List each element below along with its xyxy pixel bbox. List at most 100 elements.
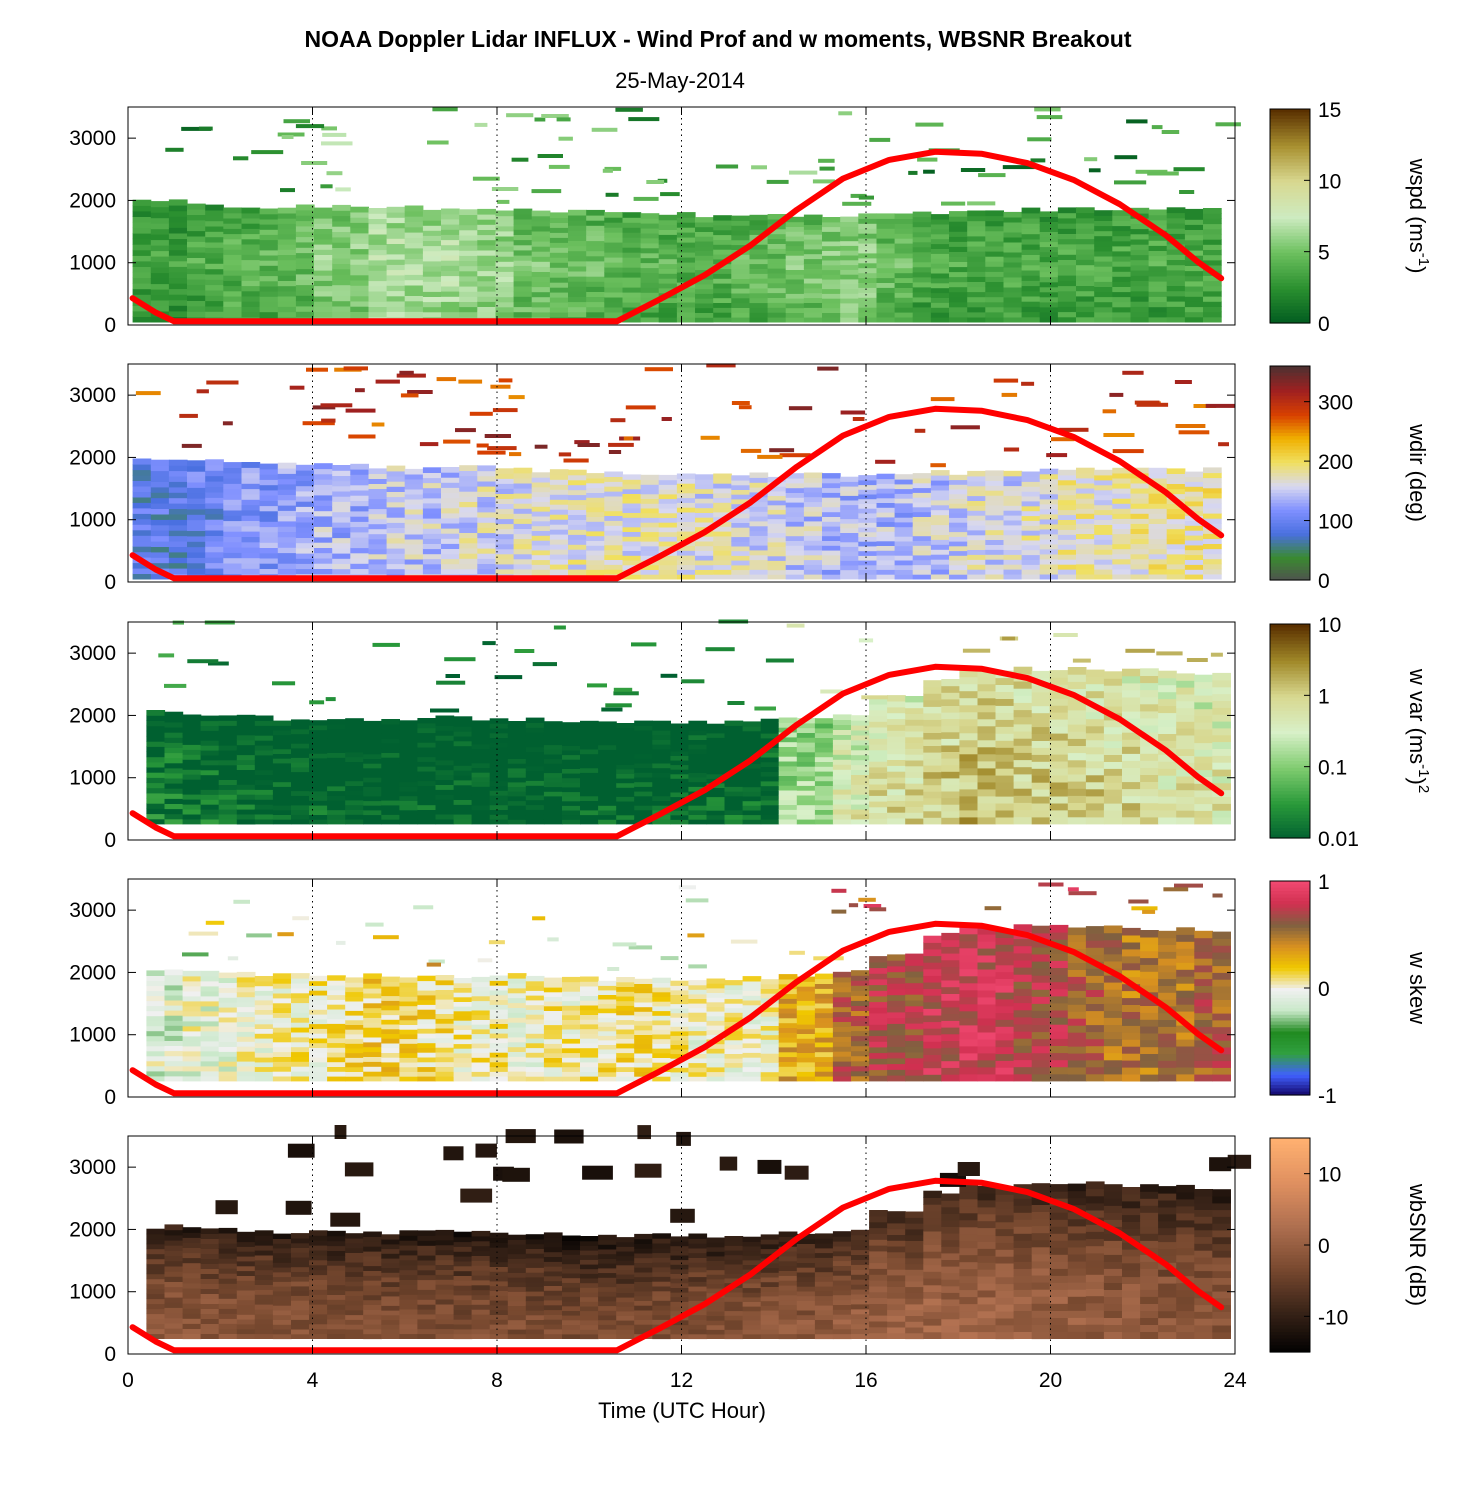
heatmap-cell	[760, 780, 780, 787]
heatmap-cell	[309, 1076, 328, 1082]
heatmap-cell	[695, 517, 714, 523]
heatmap-cell	[236, 1006, 256, 1013]
heatmap-cell	[132, 458, 152, 465]
heatmap-cell	[1085, 683, 1105, 692]
heatmap-cell	[363, 978, 382, 984]
heatmap-cell	[1021, 539, 1041, 546]
heatmap-cell	[604, 559, 623, 565]
heatmap-cell	[1130, 558, 1150, 565]
scatter-return	[302, 421, 335, 426]
heatmap-cell	[477, 547, 496, 554]
heatmap-cell	[1103, 740, 1123, 749]
heatmap-cell	[543, 814, 563, 820]
heatmap-cell	[767, 555, 787, 561]
heatmap-cell	[676, 237, 696, 243]
heatmap-cell	[1148, 533, 1168, 540]
heatmap-cell	[363, 800, 382, 806]
heatmap-cell	[1203, 497, 1222, 504]
scatter-return	[348, 434, 376, 439]
heatmap-cell	[386, 285, 406, 292]
heatmap-cell	[200, 750, 220, 756]
heatmap-cell	[977, 816, 997, 825]
heatmap-cell	[803, 511, 823, 517]
heatmap-cell	[580, 767, 599, 773]
scatter-return	[491, 187, 519, 191]
heatmap-cell	[223, 207, 242, 214]
heatmap-cell	[724, 720, 744, 726]
scatter-return	[272, 681, 296, 686]
heatmap-cell	[1085, 788, 1105, 797]
heatmap-cell	[146, 970, 166, 976]
heatmap-cell	[1194, 728, 1213, 737]
heatmap-cell	[531, 525, 551, 531]
heatmap-cell	[272, 819, 292, 825]
heatmap-cell	[350, 269, 369, 276]
heatmap-cell	[435, 989, 455, 995]
heatmap-cell	[254, 715, 274, 721]
colorbar-segment	[1270, 229, 1310, 234]
heatmap-cell	[453, 814, 473, 820]
heatmap-cell	[241, 499, 261, 506]
heatmap-cell	[314, 552, 333, 559]
heatmap-cell	[1013, 709, 1033, 718]
heatmap-cell	[876, 267, 896, 274]
colorbar-segment	[1270, 827, 1310, 832]
heatmap-cell	[1085, 669, 1105, 678]
colorbar-tick-label: 200	[1318, 451, 1353, 474]
scatter-return	[553, 625, 566, 630]
heatmap-cell	[146, 766, 166, 773]
heatmap-cell	[995, 691, 1015, 699]
heatmap-cell	[749, 559, 769, 565]
heatmap-cell	[676, 554, 696, 561]
heatmap-cell	[930, 307, 950, 313]
heatmap-cell	[568, 549, 587, 555]
heatmap-cell	[676, 478, 696, 484]
heatmap-cell	[676, 535, 696, 542]
heatmap-cell	[386, 238, 406, 244]
heatmap-cell	[1076, 212, 1095, 219]
colorbar-segment	[1270, 834, 1310, 839]
heatmap-cell	[507, 767, 527, 773]
heatmap-cell	[796, 804, 816, 810]
heatmap-cell	[345, 1043, 364, 1049]
heatmap-cell	[767, 546, 787, 552]
colorbar-segment	[1270, 132, 1310, 137]
heatmap-cell	[182, 744, 202, 750]
heatmap-cell	[332, 490, 351, 497]
heatmap-cell	[1003, 291, 1023, 298]
heatmap-cell	[218, 1016, 238, 1023]
heatmap-cell	[1194, 756, 1213, 764]
heatmap-cell	[851, 794, 870, 800]
colorbar-segment	[1270, 741, 1310, 745]
heatmap-cell	[381, 819, 400, 825]
heatmap-cell	[905, 765, 924, 773]
heatmap-cell	[513, 467, 533, 474]
heatmap-cell	[1166, 573, 1186, 580]
heatmap-cell	[168, 210, 188, 217]
scatter-return	[608, 450, 622, 454]
heatmap-cell	[949, 281, 968, 288]
heatmap-cell	[822, 487, 841, 493]
heatmap-cell	[259, 510, 279, 517]
scatter-return	[1103, 433, 1135, 437]
heatmap-cell	[967, 291, 986, 298]
heatmap-cell	[923, 752, 942, 760]
heatmap-cell	[1122, 689, 1141, 698]
heatmap-cell	[309, 776, 328, 782]
heatmap-cell	[146, 803, 166, 809]
heatmap-cell	[435, 754, 455, 761]
heatmap-cell	[259, 474, 279, 480]
heatmap-cell	[309, 748, 328, 754]
heatmap-cell	[1130, 280, 1150, 287]
heatmap-cell	[386, 517, 406, 523]
heatmap-cell	[985, 266, 1004, 272]
heatmap-cell	[459, 234, 478, 241]
heatmap-cell	[332, 553, 351, 559]
heatmap-cell	[822, 240, 841, 247]
heatmap-cell	[368, 528, 388, 535]
heatmap-cell	[622, 521, 642, 528]
heatmap-cell	[1076, 275, 1095, 281]
heatmap-cell	[1158, 802, 1177, 811]
heatmap-cell	[168, 519, 188, 526]
scatter-return	[474, 122, 488, 127]
